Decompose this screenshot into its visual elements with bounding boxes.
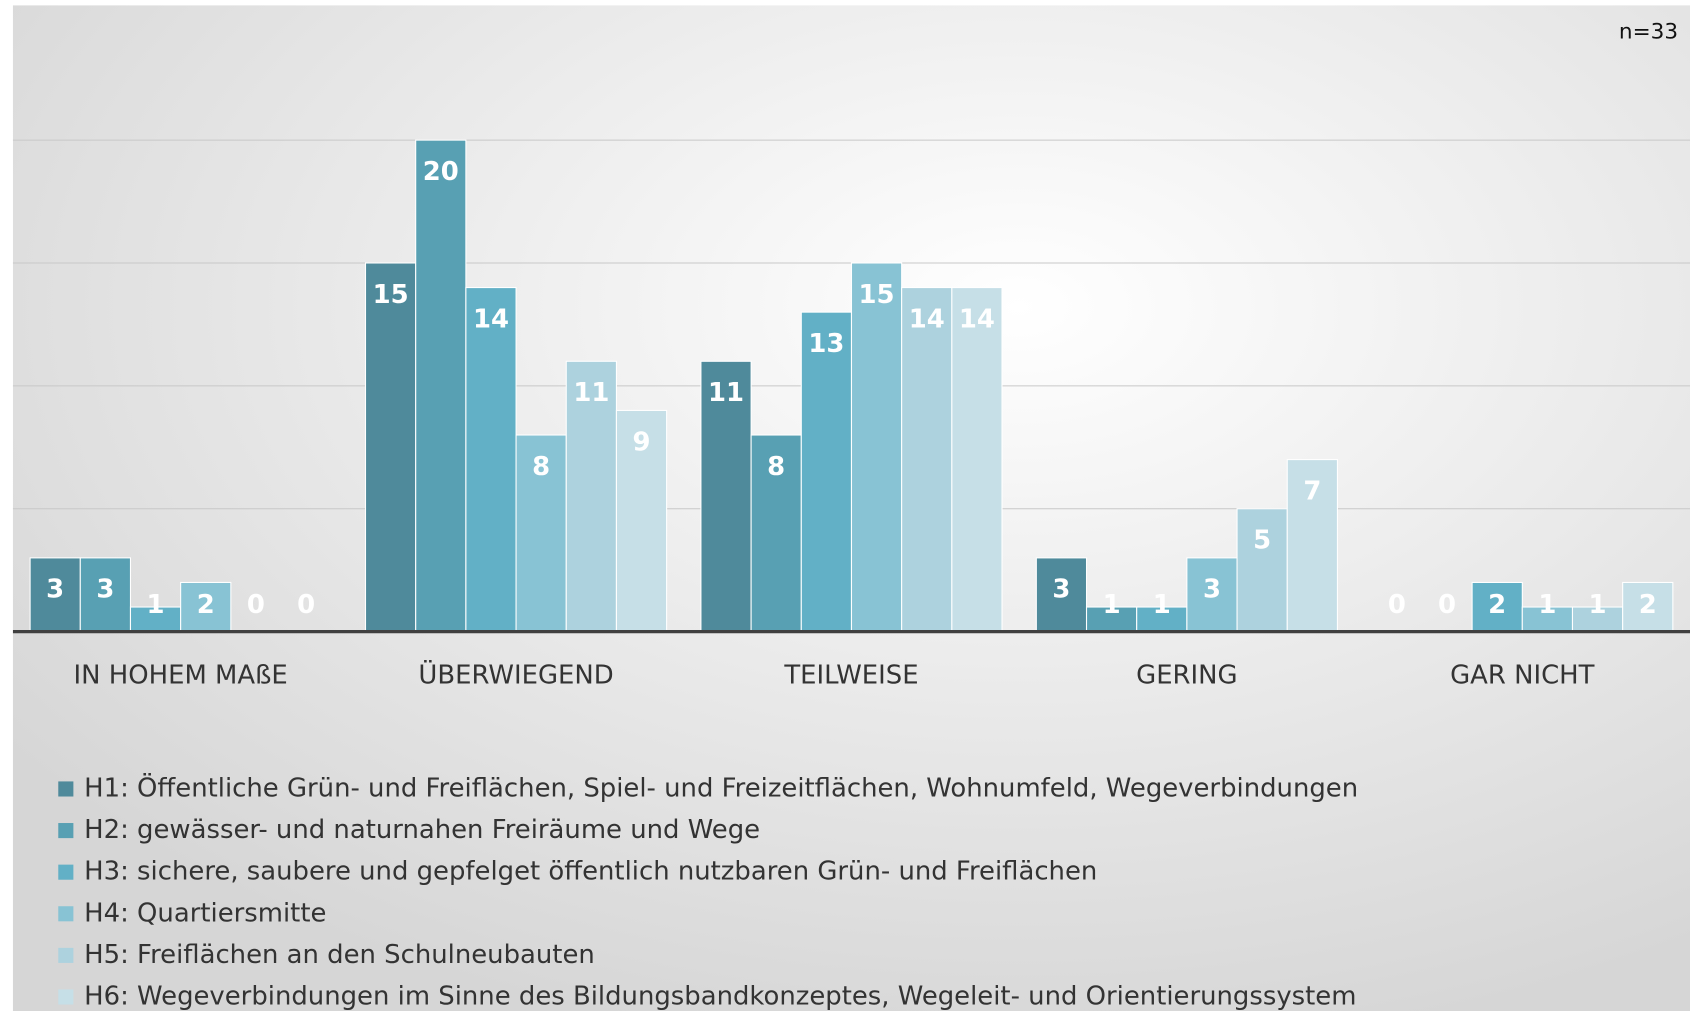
data-label: 1 [1589, 590, 1607, 620]
legend-label: H3: sichere, saubere und gepfelget öffen… [84, 857, 1097, 887]
data-label: 0 [1388, 590, 1406, 620]
data-label: 20 [423, 157, 459, 187]
data-label: 2 [1639, 590, 1657, 620]
bar [364, 262, 417, 633]
data-label: 13 [808, 329, 844, 359]
data-label: 9 [633, 427, 651, 457]
bar [29, 557, 81, 633]
data-label: 1 [1103, 590, 1121, 620]
x-tick-label: ÜBERWIEGEND [418, 658, 613, 690]
data-label: 1 [1538, 590, 1556, 620]
data-label: 14 [909, 304, 945, 334]
bar [800, 311, 853, 633]
bar [1286, 459, 1338, 633]
bar [1622, 581, 1674, 633]
x-tick-label: GAR NICHT [1450, 660, 1595, 690]
data-label: 1 [147, 590, 165, 620]
bar [700, 360, 752, 633]
legend-label: H2: gewässer- und naturnahen Freiräume u… [84, 815, 760, 845]
bar [465, 287, 517, 633]
x-tick-label: GERING [1136, 660, 1237, 690]
bar [1571, 606, 1624, 633]
data-label: 3 [1052, 575, 1070, 605]
legend-label: H5: Freiflächen an den Schulneubauten [84, 940, 595, 970]
bar [415, 139, 467, 633]
bar [1236, 508, 1288, 633]
data-label: 0 [1438, 590, 1456, 620]
data-label: 3 [46, 575, 64, 605]
data-label: 7 [1303, 476, 1321, 506]
data-label: 14 [473, 304, 509, 334]
data-label: 8 [532, 452, 550, 482]
data-label: 8 [767, 452, 785, 482]
bar [850, 262, 903, 633]
legend-swatch [58, 864, 74, 880]
bar [565, 360, 617, 633]
data-label: 5 [1253, 526, 1271, 556]
bar [180, 581, 232, 633]
data-label: 15 [859, 280, 895, 310]
data-label: 11 [573, 378, 609, 408]
data-label: 14 [959, 304, 995, 334]
data-label: 0 [297, 590, 315, 620]
bar [1035, 557, 1088, 633]
data-label: 11 [708, 378, 744, 408]
legend-swatch [58, 989, 74, 1005]
data-label: 3 [96, 575, 114, 605]
legend-swatch [58, 906, 74, 922]
x-tick-label: IN HOHEM MAßE [74, 660, 288, 690]
bar [1085, 606, 1138, 633]
legend-label: H6: Wegeverbindungen im Sinne des Bildun… [84, 981, 1356, 1011]
annotation: n=33 [1619, 19, 1678, 44]
data-label: 2 [197, 590, 215, 620]
data-label: 1 [1153, 590, 1171, 620]
data-label: 0 [247, 590, 265, 620]
bar [1471, 581, 1523, 633]
x-tick-label: TEILWEISE [783, 660, 918, 690]
legend-swatch [58, 947, 74, 963]
bar [901, 287, 953, 633]
legend-swatch [58, 823, 74, 839]
data-label: 15 [373, 280, 409, 310]
bar [615, 409, 668, 633]
bar [1521, 606, 1574, 633]
bar [951, 287, 1003, 633]
legend-swatch [58, 781, 74, 797]
legend-label: H1: Öffentliche Grün- und Freiflächen, S… [84, 771, 1358, 803]
data-label: 3 [1203, 575, 1221, 605]
legend-label: H4: Quartiersmitte [84, 898, 326, 928]
data-label: 2 [1488, 590, 1506, 620]
